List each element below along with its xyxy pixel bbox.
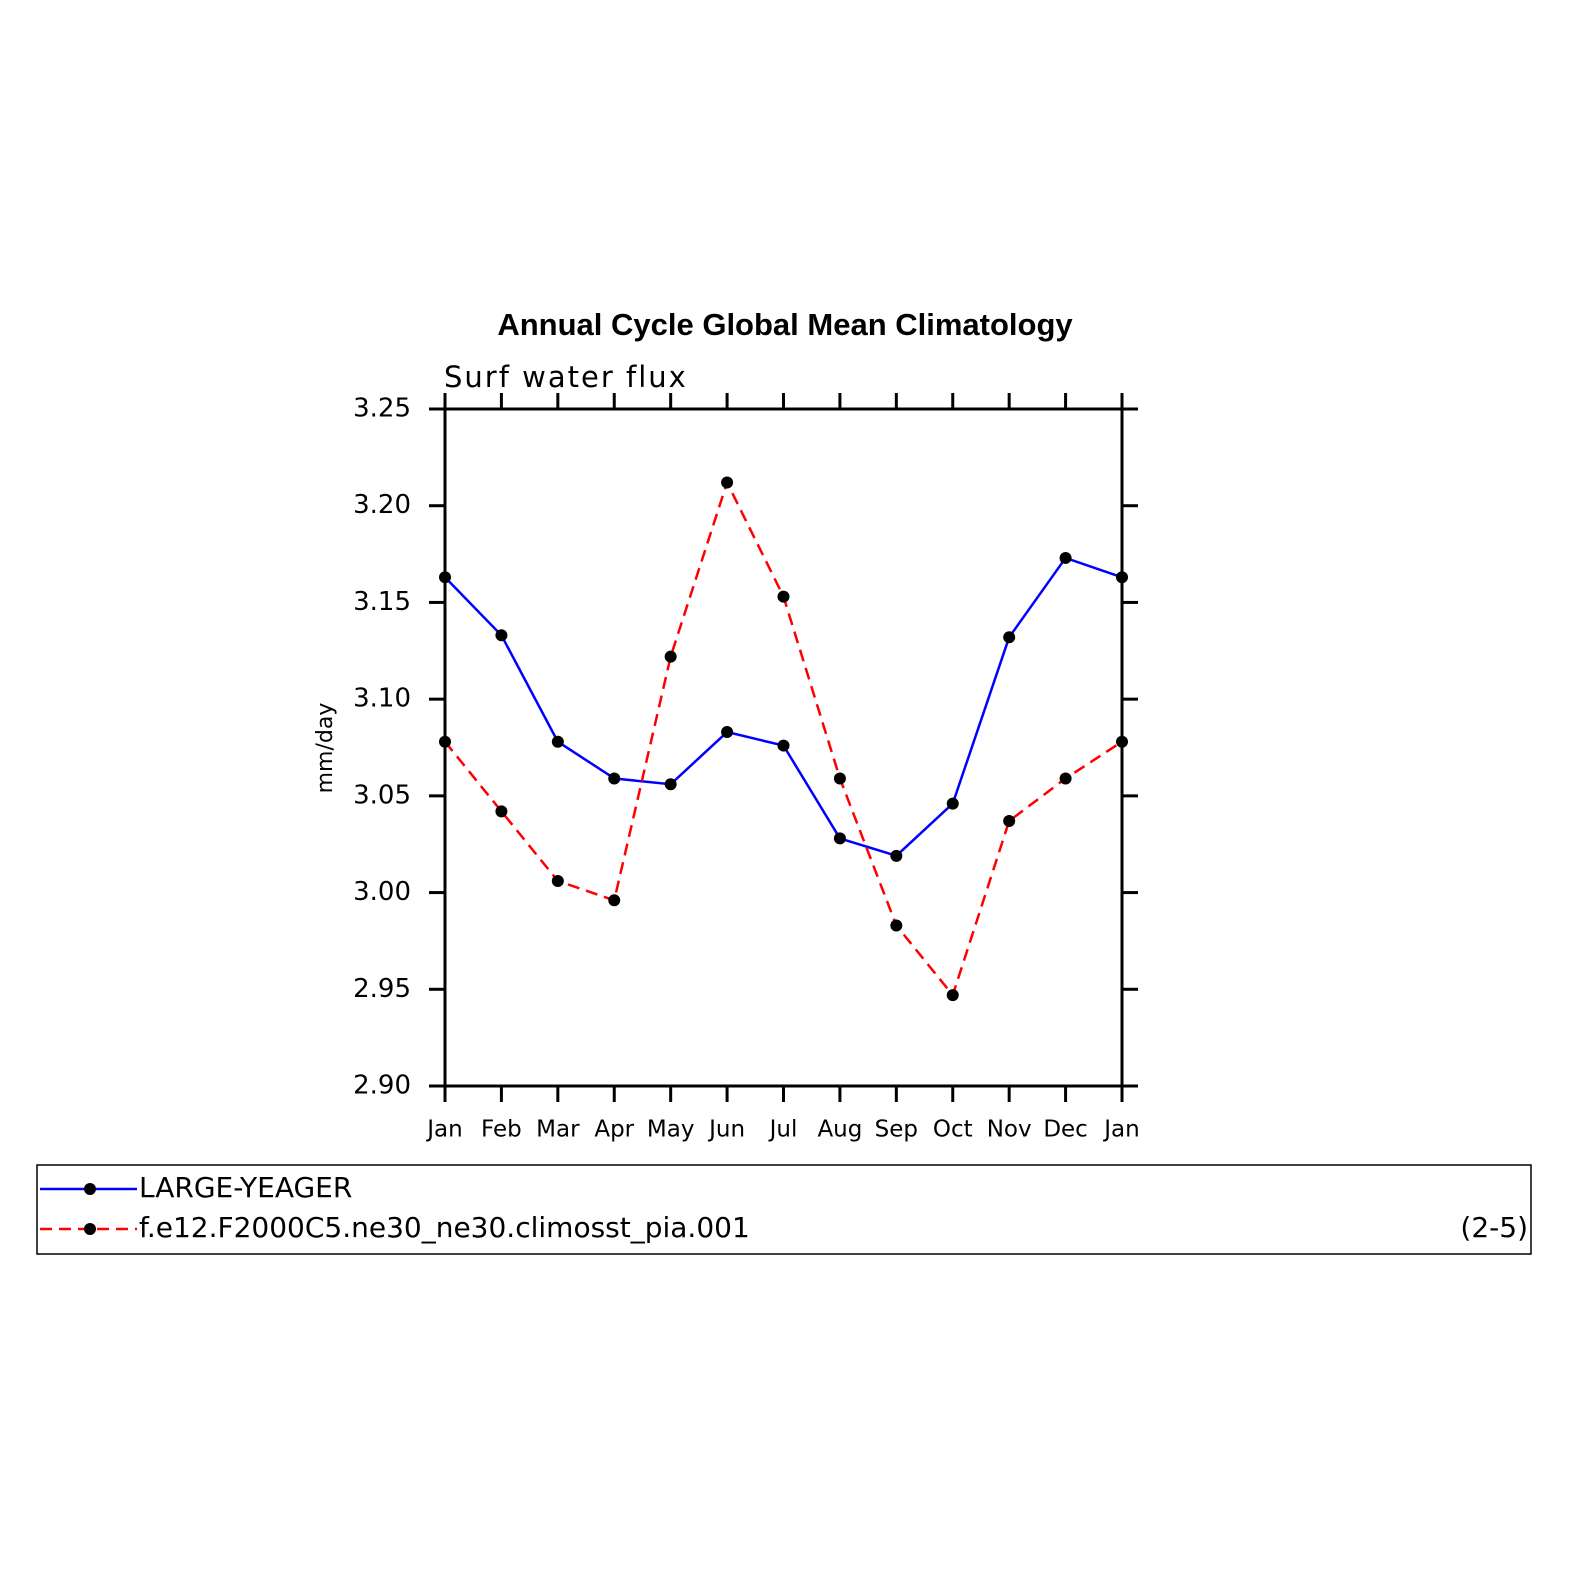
data-point — [1116, 735, 1128, 748]
x-tick-label: Nov — [987, 1117, 1032, 1143]
data-point — [439, 571, 451, 584]
x-tick-label: Jan — [425, 1117, 462, 1143]
data-point — [833, 832, 846, 845]
data-point — [946, 797, 959, 810]
legend-box — [36, 1164, 1532, 1255]
y-tick-label: 3.15 — [353, 587, 411, 617]
y-tick-label: 2.95 — [353, 974, 411, 1004]
legend-label: f.e12.F2000C5.ne30_ne30.climosst_pia.001 — [139, 1211, 750, 1244]
data-point — [721, 726, 734, 739]
subtitle: Surf water flux — [444, 360, 688, 394]
note: (2-5) — [1460, 1211, 1528, 1244]
data-point — [664, 778, 677, 791]
data-point — [495, 805, 508, 818]
legend-marker — [84, 1183, 96, 1195]
x-tick-label: Feb — [481, 1117, 522, 1143]
y-tick-label: 3.25 — [353, 394, 411, 424]
data-point — [890, 849, 903, 862]
legend-marker — [84, 1223, 96, 1235]
x-tick-label: May — [647, 1117, 695, 1143]
data-point — [777, 590, 790, 603]
x-tick-label: Jul — [768, 1117, 798, 1143]
x-tick-label: Jan — [1102, 1117, 1139, 1143]
x-tick-label: Sep — [875, 1117, 918, 1143]
x-tick-label: Oct — [933, 1117, 973, 1143]
series-line — [444, 479, 1123, 998]
chart-title: Annual Cycle Global Mean Climatology — [497, 307, 1073, 342]
y-tick-label: 3.05 — [353, 780, 411, 810]
y-axis-label: mm/day — [313, 703, 338, 794]
data-point — [551, 735, 564, 748]
legend-label: LARGE-YEAGER — [139, 1171, 352, 1204]
x-tick-label: Aug — [817, 1117, 862, 1143]
x-tick-label: Dec — [1043, 1117, 1088, 1143]
data-point — [664, 650, 677, 663]
x-tick-label: Apr — [594, 1117, 634, 1143]
data-point — [1003, 815, 1016, 828]
data-point — [946, 989, 959, 1002]
y-tick-label: 3.10 — [353, 684, 411, 714]
data-point — [890, 919, 903, 932]
data-point — [1059, 772, 1072, 785]
data-point — [439, 735, 451, 748]
data-point — [1116, 571, 1128, 584]
y-tick-label: 2.90 — [353, 1071, 411, 1101]
data-point — [833, 772, 846, 785]
y-tick-label: 3.20 — [353, 490, 411, 520]
data-point — [777, 739, 790, 752]
y-tick-label: 3.00 — [353, 877, 411, 907]
data-point — [608, 772, 621, 785]
data-point — [608, 894, 621, 907]
data-point — [495, 629, 508, 642]
data-point — [551, 874, 564, 887]
data-point — [1059, 551, 1072, 564]
data-point — [1003, 631, 1016, 644]
x-tick-label: Jun — [707, 1117, 745, 1143]
data-point — [721, 476, 734, 489]
x-tick-label: Mar — [536, 1117, 580, 1143]
